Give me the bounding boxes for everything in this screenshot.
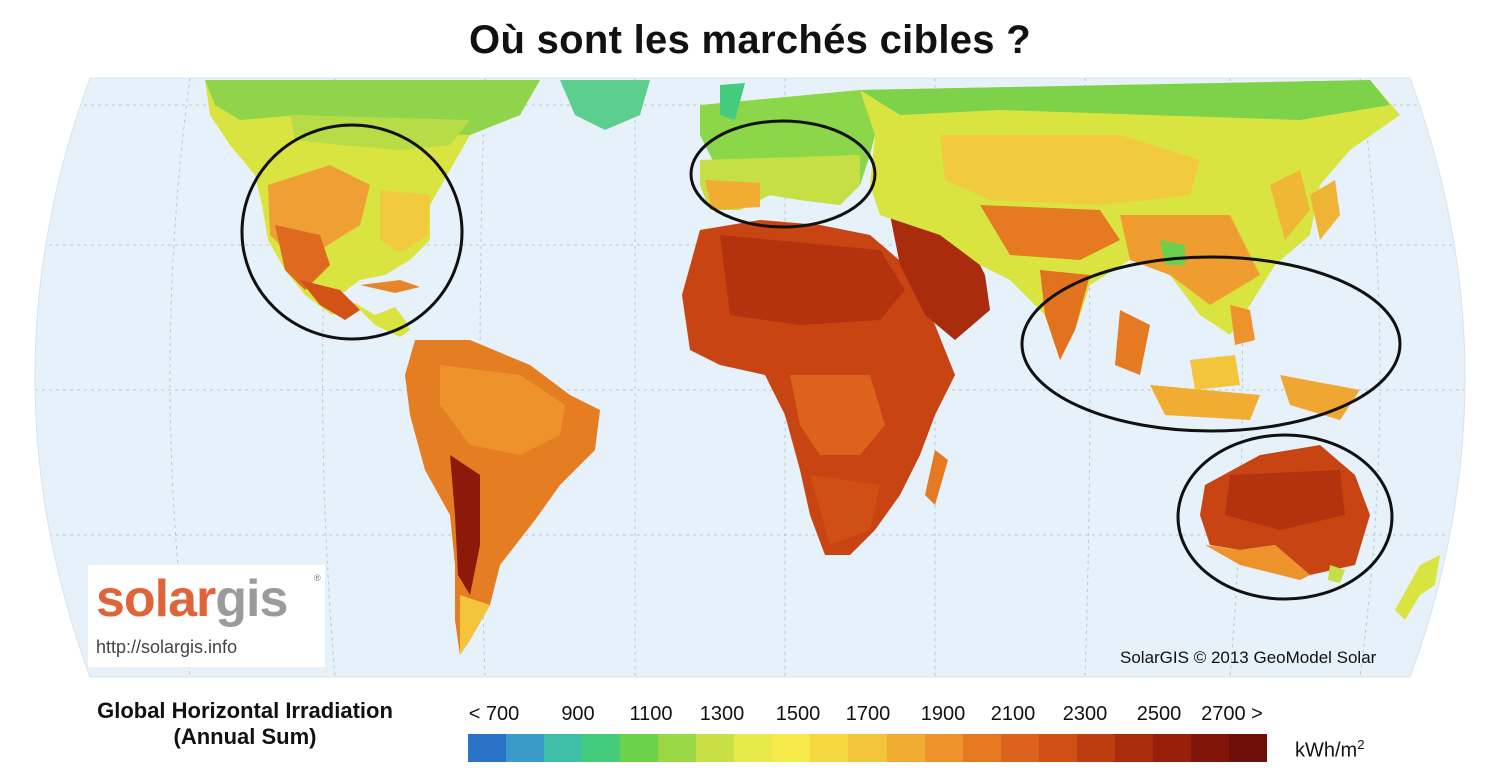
colorbar-cell (1152, 734, 1191, 762)
logo-gis-text: gis (215, 570, 288, 628)
unit-exponent: 2 (1357, 737, 1365, 752)
colorbar-cell (582, 734, 621, 762)
legend-tick-label: 2100 (990, 703, 1036, 725)
legend-tick-label: 1300 (699, 703, 745, 725)
legend-tick-label: 1500 (775, 703, 821, 725)
legend-unit: kWh/m2 (1295, 737, 1364, 763)
logo-solar-text: solar (96, 570, 216, 628)
greenland (560, 80, 650, 130)
legend-tick-label: 2700 > (1201, 703, 1263, 725)
colorbar-cell (544, 734, 583, 762)
legend-tick-label: 2300 (1062, 703, 1108, 725)
colorbar-cell (506, 734, 545, 762)
copyright-text: SolarGIS © 2013 GeoModel Solar (1120, 648, 1377, 667)
legend-tick-label: 1900 (920, 703, 966, 725)
colorbar-cell (696, 734, 735, 762)
legend-title: Global Horizontal Irradiation (Annual Su… (60, 698, 430, 750)
legend-title-line1: Global Horizontal Irradiation (97, 698, 393, 723)
logo-wordmark: solargis (96, 569, 288, 629)
target-ellipse-australia (1176, 433, 1394, 601)
registered-mark: ® (314, 573, 321, 583)
map-title: Où sont les marchés cibles ? (469, 18, 1031, 62)
colorbar-cell (1190, 734, 1229, 762)
target-ellipse-asia (1020, 255, 1402, 433)
colorbar-cell (1076, 734, 1115, 762)
colorbar-cell (1114, 734, 1153, 762)
logo-url-link[interactable]: http://solargis.info (96, 637, 238, 657)
colorbar-cell (468, 734, 507, 762)
colorbar-cell (924, 734, 963, 762)
legend-tick-labels: < 700 900 1100 1300 1500 1700 1900 2100 2300 2500… (440, 703, 1300, 729)
legend-tick-label: < 700 (468, 703, 520, 725)
colorbar-cell (810, 734, 849, 762)
legend-title-line2: (Annual Sum) (173, 724, 317, 749)
colorbar-cell (734, 734, 773, 762)
legend-tick-label: 1100 (629, 703, 673, 725)
colorbar-cell (848, 734, 887, 762)
colorbar-cell (658, 734, 697, 762)
colorbar-cell (1038, 734, 1077, 762)
colorbar-cell (962, 734, 1001, 762)
unit-base: kWh/m (1295, 739, 1358, 762)
colorbar-cell (620, 734, 659, 762)
colorbar-cell (1000, 734, 1039, 762)
legend-tick-label: 2500 (1136, 703, 1182, 725)
colorbar-cell (886, 734, 925, 762)
colorbar-cell (772, 734, 811, 762)
legend-colorbar (468, 734, 1267, 762)
target-ellipse-europe (689, 119, 877, 229)
legend-tick-label: 1700 (845, 703, 891, 725)
colorbar-cell (1228, 734, 1267, 762)
target-ellipse-north-america (240, 123, 464, 341)
legend-tick-label: 900 (561, 703, 595, 725)
solargis-logo[interactable]: solargis ® http://solargis.info (88, 565, 325, 667)
